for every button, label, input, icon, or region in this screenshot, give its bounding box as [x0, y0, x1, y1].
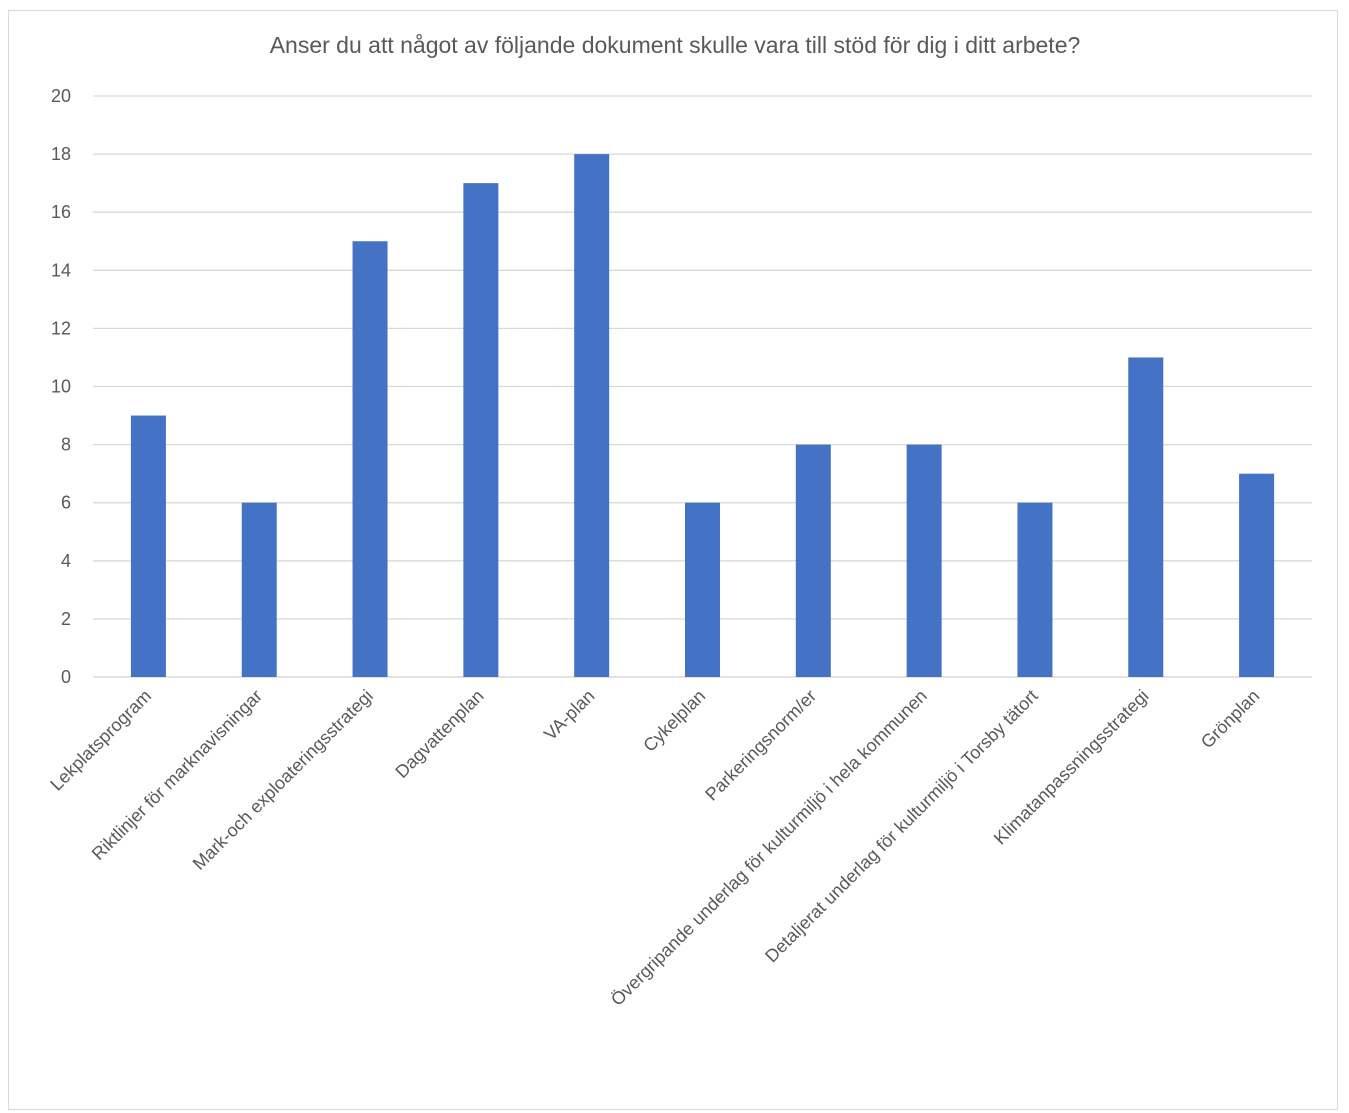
x-tick-label: Parkeringsnorm/er: [701, 686, 820, 805]
bar: [795, 444, 831, 677]
bar: [574, 154, 610, 678]
bar: [241, 502, 277, 677]
y-tick-label: 18: [51, 144, 71, 164]
bar: [463, 183, 499, 677]
gridlines: [93, 95, 1312, 678]
y-tick-label: 4: [61, 551, 71, 571]
bar: [1239, 473, 1275, 677]
y-tick-label: 6: [61, 493, 71, 513]
y-tick-label: 2: [61, 609, 71, 629]
x-tick-label: Mark-och exploateringsstrategi: [189, 686, 377, 874]
bar: [906, 444, 942, 677]
bar: [685, 502, 720, 677]
y-tick-label: 16: [51, 202, 71, 222]
y-tick-label: 14: [51, 260, 71, 280]
x-tick-label: VA-plan: [540, 686, 598, 744]
bars: [130, 154, 1275, 678]
bar: [1017, 502, 1053, 677]
x-tick-label: Lekplatsprogram: [46, 686, 155, 795]
y-axis-ticks: 0 2 4 6 8 10 12 14 16 18 20: [51, 86, 71, 687]
y-tick-label: 8: [61, 435, 71, 455]
bar: [130, 415, 166, 677]
y-tick-label: 12: [51, 318, 71, 338]
y-tick-label: 10: [51, 377, 71, 397]
bar: [352, 241, 388, 677]
chart-title: Anser du att något av följande dokument …: [270, 32, 1081, 58]
y-tick-label: 20: [51, 86, 71, 106]
chart-frame: [8, 10, 1338, 1110]
x-tick-label: Grönplan: [1197, 686, 1264, 753]
bar: [1128, 357, 1164, 677]
y-tick-label: 0: [61, 667, 71, 687]
x-tick-label: Cykelplan: [639, 686, 709, 756]
x-tick-label: Dagvattenplan: [391, 686, 487, 782]
